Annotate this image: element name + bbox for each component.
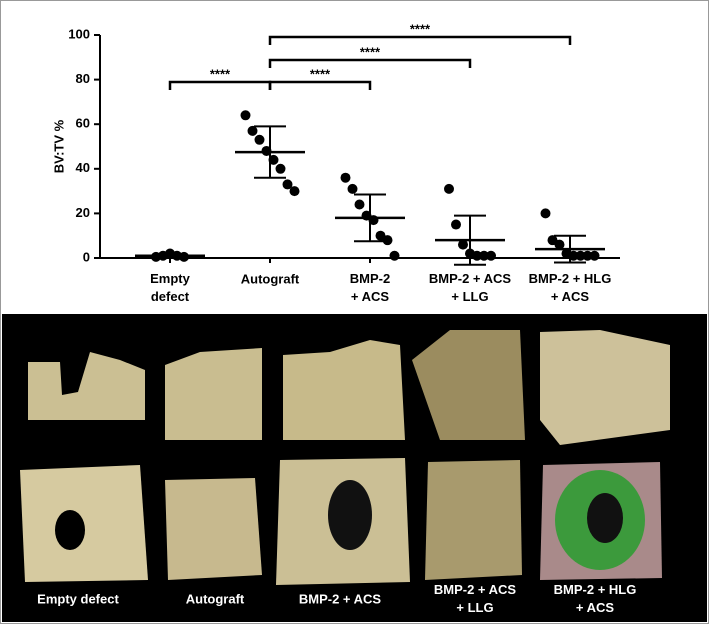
- data-point: [589, 250, 600, 261]
- data-point: [389, 250, 400, 261]
- data-point: [479, 250, 489, 261]
- significance-label: ****: [310, 66, 331, 81]
- defect-hole: [55, 510, 85, 550]
- bone-image: [28, 352, 145, 420]
- data-point: [444, 183, 454, 194]
- y-tick-label: 100: [68, 26, 90, 41]
- bone-image: [165, 348, 262, 440]
- x-tick-label: Empty defect: [150, 271, 191, 304]
- bone-image: [283, 340, 405, 440]
- data-point: [554, 239, 565, 250]
- image-caption: BMP-2 + ACS + LLG: [434, 582, 517, 615]
- significance-bracket: [268, 35, 572, 45]
- data-point: [354, 199, 365, 210]
- data-point: [247, 125, 258, 136]
- data-point: [282, 179, 293, 190]
- significance-label: ****: [410, 21, 431, 36]
- data-point: [347, 183, 358, 194]
- image-caption: BMP-2 + ACS: [299, 591, 382, 606]
- image-caption: Autograft: [186, 591, 245, 606]
- significance-label: ****: [210, 66, 231, 81]
- x-tick-label: BMP-2 + ACS + LLG: [429, 271, 512, 304]
- y-axis-label: BV:TV %: [51, 119, 66, 173]
- bone-image: [540, 330, 670, 445]
- x-tick-label: Autograft: [241, 271, 300, 286]
- bone-image: [165, 478, 262, 580]
- data-point: [240, 110, 251, 121]
- y-tick-label: 60: [76, 116, 90, 131]
- data-point: [451, 219, 461, 230]
- data-point: [275, 163, 286, 174]
- image-caption: BMP-2 + HLG + ACS: [554, 582, 637, 615]
- y-tick-label: 0: [83, 249, 90, 264]
- data-point: [582, 250, 593, 261]
- data-point: [575, 250, 586, 261]
- bone-image: [425, 460, 522, 580]
- significance-bracket: [268, 58, 472, 68]
- data-point: [486, 250, 496, 261]
- data-point: [340, 172, 351, 183]
- data-point: [472, 250, 482, 261]
- y-tick-label: 80: [76, 71, 90, 86]
- defect-hole: [587, 493, 623, 543]
- y-tick-label: 20: [76, 205, 90, 220]
- bone-image: [412, 330, 525, 440]
- image-caption: Empty defect: [37, 591, 119, 606]
- data-point: [289, 186, 300, 197]
- x-tick-label: BMP-2 + HLG + ACS: [529, 271, 612, 304]
- x-tick-label: BMP-2 + ACS: [350, 271, 390, 304]
- y-tick-label: 40: [76, 160, 90, 175]
- data-point: [254, 134, 265, 145]
- data-point: [540, 208, 551, 219]
- significance-label: ****: [360, 44, 381, 59]
- defect-hole: [328, 480, 372, 550]
- bone-images: [20, 330, 670, 585]
- significance-bracket: [268, 80, 372, 90]
- data-point: [382, 235, 393, 246]
- data-point: [458, 239, 468, 250]
